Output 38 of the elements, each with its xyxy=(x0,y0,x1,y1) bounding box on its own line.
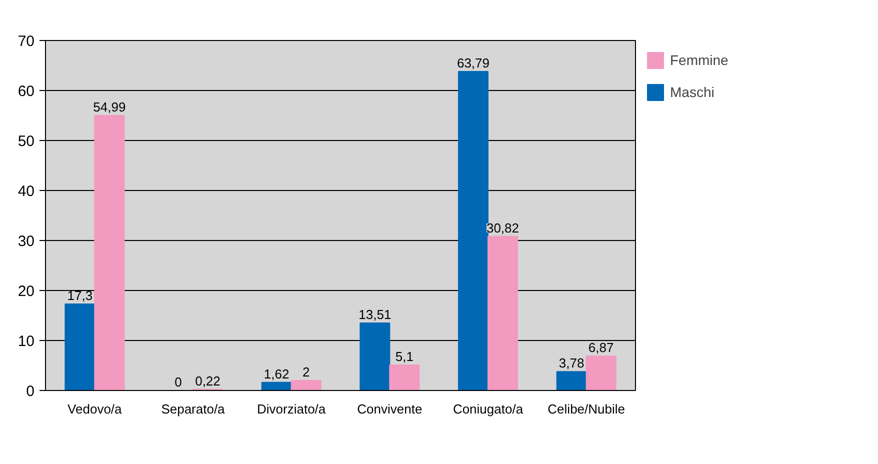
data-label: 30,82 xyxy=(486,220,520,236)
bar xyxy=(488,236,518,390)
data-label: 0,22 xyxy=(195,373,220,388)
bar xyxy=(556,371,587,390)
x-tick-label: Vedovo/a xyxy=(68,402,123,416)
y-tick-label: 0 xyxy=(26,383,34,400)
data-label: 54,99 xyxy=(93,100,126,115)
y-tick-label: 60 xyxy=(18,83,35,100)
bar xyxy=(389,364,420,390)
data-label: 13,51 xyxy=(358,306,392,322)
bar xyxy=(458,71,488,390)
data-label: 6,87 xyxy=(588,340,614,356)
data-label: 63,79 xyxy=(456,56,490,71)
x-tick-label: Convivente xyxy=(357,402,422,416)
y-tick-label: 40 xyxy=(18,183,35,200)
y-tick-label: 50 xyxy=(18,133,35,150)
y-tick-label: 20 xyxy=(18,283,35,300)
bar xyxy=(64,304,96,390)
x-tick-label: Celibe/Nubile xyxy=(548,402,625,416)
data-label: 3,78 xyxy=(558,356,584,371)
data-label: 0 xyxy=(174,374,182,390)
y-tick-label: 70 xyxy=(18,33,35,50)
x-tick-label: Separato/a xyxy=(161,402,226,416)
bar xyxy=(586,356,616,390)
x-tick-label: Coniugato/a xyxy=(452,402,524,416)
data-label: 2 xyxy=(302,364,310,380)
data-label: 1,62 xyxy=(264,366,290,382)
bar xyxy=(94,115,125,390)
bar xyxy=(290,380,322,390)
data-label: 5,1 xyxy=(395,349,414,364)
data-label: 17,3 xyxy=(67,288,93,303)
y-tick-label: 10 xyxy=(18,333,35,350)
bar xyxy=(360,322,390,390)
y-tick-label: 30 xyxy=(18,233,35,250)
legend-label: Maschi xyxy=(670,84,714,100)
bar xyxy=(261,382,292,390)
legend-label: Femmine xyxy=(670,52,728,68)
x-tick-label: Divorziato/a xyxy=(257,402,326,416)
